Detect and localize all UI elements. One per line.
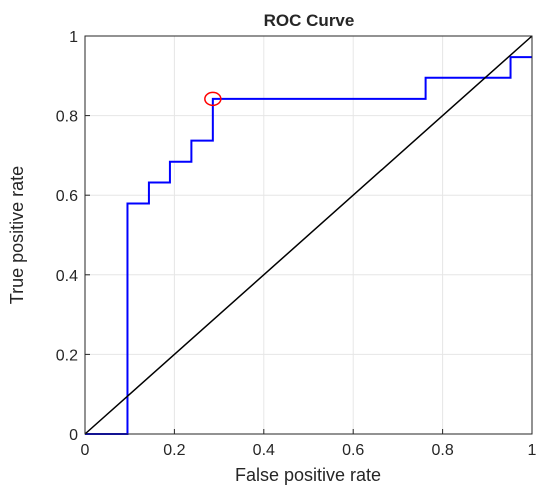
diagonal-reference-line (84, 35, 533, 435)
chart-title: ROC Curve (264, 11, 355, 30)
roc-curve-line (85, 56, 532, 435)
x-tick-label: 0.6 (342, 442, 364, 459)
y-tick-label: 0 (69, 427, 78, 444)
grid-lines (84, 35, 533, 435)
series-layer (84, 35, 533, 435)
x-tick-label: 0.2 (163, 442, 185, 459)
y-tick-label: 1 (69, 29, 78, 46)
x-tick-label: 1 (528, 442, 537, 459)
x-tick-label: 0.8 (431, 442, 453, 459)
x-tick-label: 0 (81, 442, 90, 459)
y-tick-label: 0.4 (56, 268, 78, 285)
marker-layer (204, 91, 222, 107)
plot-frame (84, 35, 533, 435)
y-tick-label: 0.6 (56, 188, 78, 205)
y-tick-label: 0.8 (56, 109, 78, 126)
x-tick-label: 0.4 (253, 442, 275, 459)
y-tick-label: 0.2 (56, 347, 78, 364)
y-axis-label: True positive rate (7, 166, 27, 304)
optimal-point-marker (204, 91, 222, 107)
ticks: 0 0.2 0.4 0.6 0.8 1 0 0.2 0.4 0.6 0.8 1 (56, 29, 537, 459)
x-axis-label: False positive rate (235, 465, 381, 485)
